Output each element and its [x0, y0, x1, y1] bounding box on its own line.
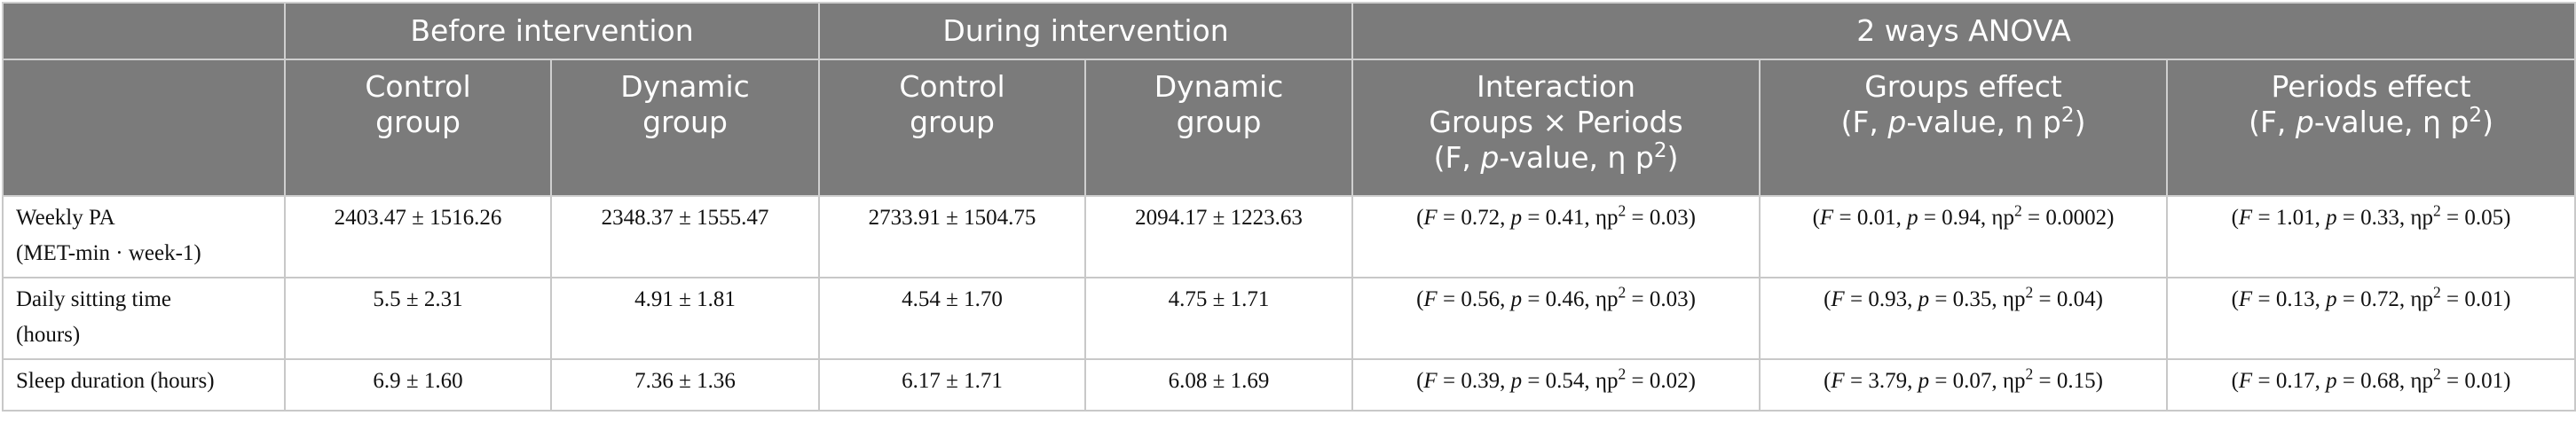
- before-control-cell: 2403.47 ± 1516.26: [284, 195, 552, 278]
- during-control-cell: 6.17 ± 1.71: [818, 358, 1086, 412]
- during-intervention-header: During intervention: [817, 2, 1354, 60]
- row-label: Weekly PA (MET-min · week-1): [2, 195, 286, 278]
- during-control-cell: 2733.91 ± 1504.75: [818, 195, 1086, 278]
- header-row-2: Control group Dynamic group Control group D…: [2, 59, 2576, 197]
- interaction-stat-cell: (F = 0.39, p = 0.54, ηp2 = 0.02): [1351, 358, 1761, 412]
- before-dynamic-cell: 2348.37 ± 1555.47: [550, 195, 820, 278]
- empty-label-header: [2, 59, 286, 197]
- interaction-stat-cell: (F = 0.72, p = 0.41, ηp2 = 0.03): [1351, 195, 1761, 278]
- before-control-cell: 5.5 ± 2.31: [284, 277, 552, 360]
- groups-effect-header: Groups effect (F, p-value, η p2): [1759, 59, 2169, 197]
- during-dynamic-header: Dynamic group: [1083, 59, 1354, 197]
- before-control-header: Control group: [284, 59, 552, 197]
- empty-corner-cell: [2, 2, 286, 60]
- row-label: Daily sitting time (hours): [2, 277, 286, 360]
- before-intervention-header: Before intervention: [284, 2, 820, 60]
- before-dynamic-cell: 7.36 ± 1.36: [550, 358, 820, 412]
- groups-stat-cell: (F = 0.93, p = 0.35, ηp2 = 0.04): [1759, 277, 2169, 360]
- during-dynamic-cell: 2094.17 ± 1223.63: [1083, 195, 1354, 278]
- interaction-stat-cell: (F = 0.56, p = 0.46, ηp2 = 0.03): [1351, 277, 1761, 360]
- periods-stat-cell: (F = 0.17, p = 0.68, ηp2 = 0.01): [2166, 358, 2576, 412]
- periods-stat-cell: (F = 1.01, p = 0.33, ηp2 = 0.05): [2166, 195, 2576, 278]
- groups-stat-cell: (F = 0.01, p = 0.94, ηp2 = 0.0002): [1759, 195, 2169, 278]
- table-row: Daily sitting time (hours) 5.5 ± 2.31 4.9…: [2, 277, 2576, 360]
- header-row-1: Before intervention During intervention …: [2, 2, 2576, 60]
- periods-stat-cell: (F = 0.13, p = 0.72, ηp2 = 0.01): [2166, 277, 2576, 360]
- interaction-header: Interaction Groups × Periods (F, p-value, …: [1351, 59, 1761, 197]
- anova-header: 2 ways ANOVA: [1351, 2, 2576, 60]
- before-control-cell: 6.9 ± 1.60: [284, 358, 552, 412]
- during-control-header: Control group: [818, 59, 1086, 197]
- during-dynamic-cell: 4.75 ± 1.71: [1083, 277, 1354, 360]
- before-dynamic-cell: 4.91 ± 1.81: [550, 277, 820, 360]
- during-control-cell: 4.54 ± 1.70: [818, 277, 1086, 360]
- groups-stat-cell: (F = 3.79, p = 0.07, ηp2 = 0.15): [1759, 358, 2169, 412]
- periods-effect-header: Periods effect (F, p-value, η p2): [2166, 59, 2576, 197]
- table-row: Sleep duration (hours) 6.9 ± 1.60 7.36 ±…: [2, 358, 2576, 412]
- table-row: Weekly PA (MET-min · week-1) 2403.47 ± 15…: [2, 195, 2576, 278]
- results-table: Before intervention During intervention …: [2, 2, 2576, 412]
- row-label: Sleep duration (hours): [2, 358, 286, 412]
- before-dynamic-header: Dynamic group: [550, 59, 820, 197]
- during-dynamic-cell: 6.08 ± 1.69: [1083, 358, 1354, 412]
